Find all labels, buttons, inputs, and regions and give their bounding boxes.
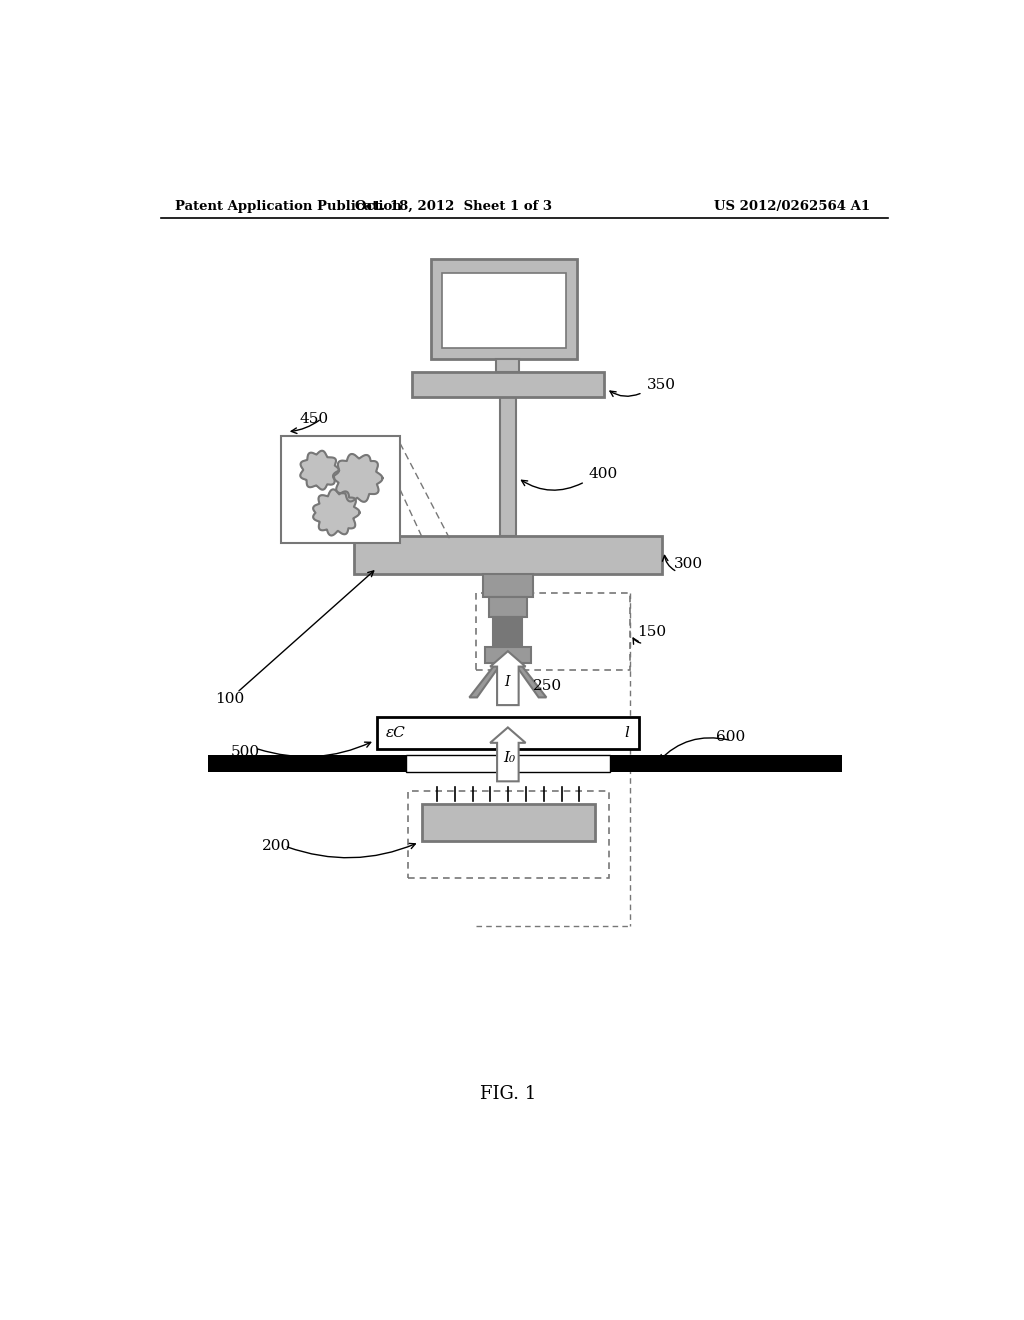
FancyBboxPatch shape bbox=[431, 259, 578, 359]
Text: 400: 400 bbox=[589, 467, 617, 480]
FancyBboxPatch shape bbox=[488, 598, 527, 616]
FancyBboxPatch shape bbox=[412, 372, 604, 397]
Text: 600: 600 bbox=[716, 730, 745, 743]
Polygon shape bbox=[514, 663, 547, 697]
Polygon shape bbox=[500, 663, 515, 697]
FancyBboxPatch shape bbox=[377, 717, 639, 748]
FancyBboxPatch shape bbox=[422, 804, 595, 841]
Text: l: l bbox=[625, 726, 630, 739]
Polygon shape bbox=[313, 490, 359, 536]
Text: Oct. 18, 2012  Sheet 1 of 3: Oct. 18, 2012 Sheet 1 of 3 bbox=[355, 199, 553, 213]
FancyBboxPatch shape bbox=[441, 273, 566, 348]
Polygon shape bbox=[469, 663, 502, 697]
Polygon shape bbox=[300, 450, 339, 490]
FancyBboxPatch shape bbox=[484, 647, 531, 663]
Text: 500: 500 bbox=[230, 744, 260, 759]
Text: εC: εC bbox=[386, 726, 406, 739]
Polygon shape bbox=[490, 727, 525, 781]
FancyBboxPatch shape bbox=[494, 616, 522, 647]
FancyBboxPatch shape bbox=[407, 755, 610, 772]
Text: 250: 250 bbox=[532, 678, 561, 693]
Text: I₀: I₀ bbox=[504, 751, 515, 766]
FancyBboxPatch shape bbox=[281, 436, 400, 544]
Text: I: I bbox=[505, 675, 510, 689]
Text: Patent Application Publication: Patent Application Publication bbox=[175, 199, 402, 213]
Text: 350: 350 bbox=[646, 378, 676, 392]
FancyBboxPatch shape bbox=[208, 755, 842, 772]
FancyBboxPatch shape bbox=[483, 574, 534, 598]
FancyBboxPatch shape bbox=[500, 397, 515, 536]
Text: FIG. 1: FIG. 1 bbox=[479, 1085, 536, 1104]
FancyBboxPatch shape bbox=[497, 359, 519, 372]
Polygon shape bbox=[333, 454, 383, 502]
FancyBboxPatch shape bbox=[354, 536, 662, 574]
Text: US 2012/0262564 A1: US 2012/0262564 A1 bbox=[714, 199, 869, 213]
Text: 300: 300 bbox=[674, 557, 702, 572]
Polygon shape bbox=[490, 651, 525, 705]
Text: 200: 200 bbox=[261, 840, 291, 853]
Text: 450: 450 bbox=[300, 412, 329, 425]
Text: 100: 100 bbox=[215, 692, 245, 706]
Text: 150: 150 bbox=[637, 624, 667, 639]
